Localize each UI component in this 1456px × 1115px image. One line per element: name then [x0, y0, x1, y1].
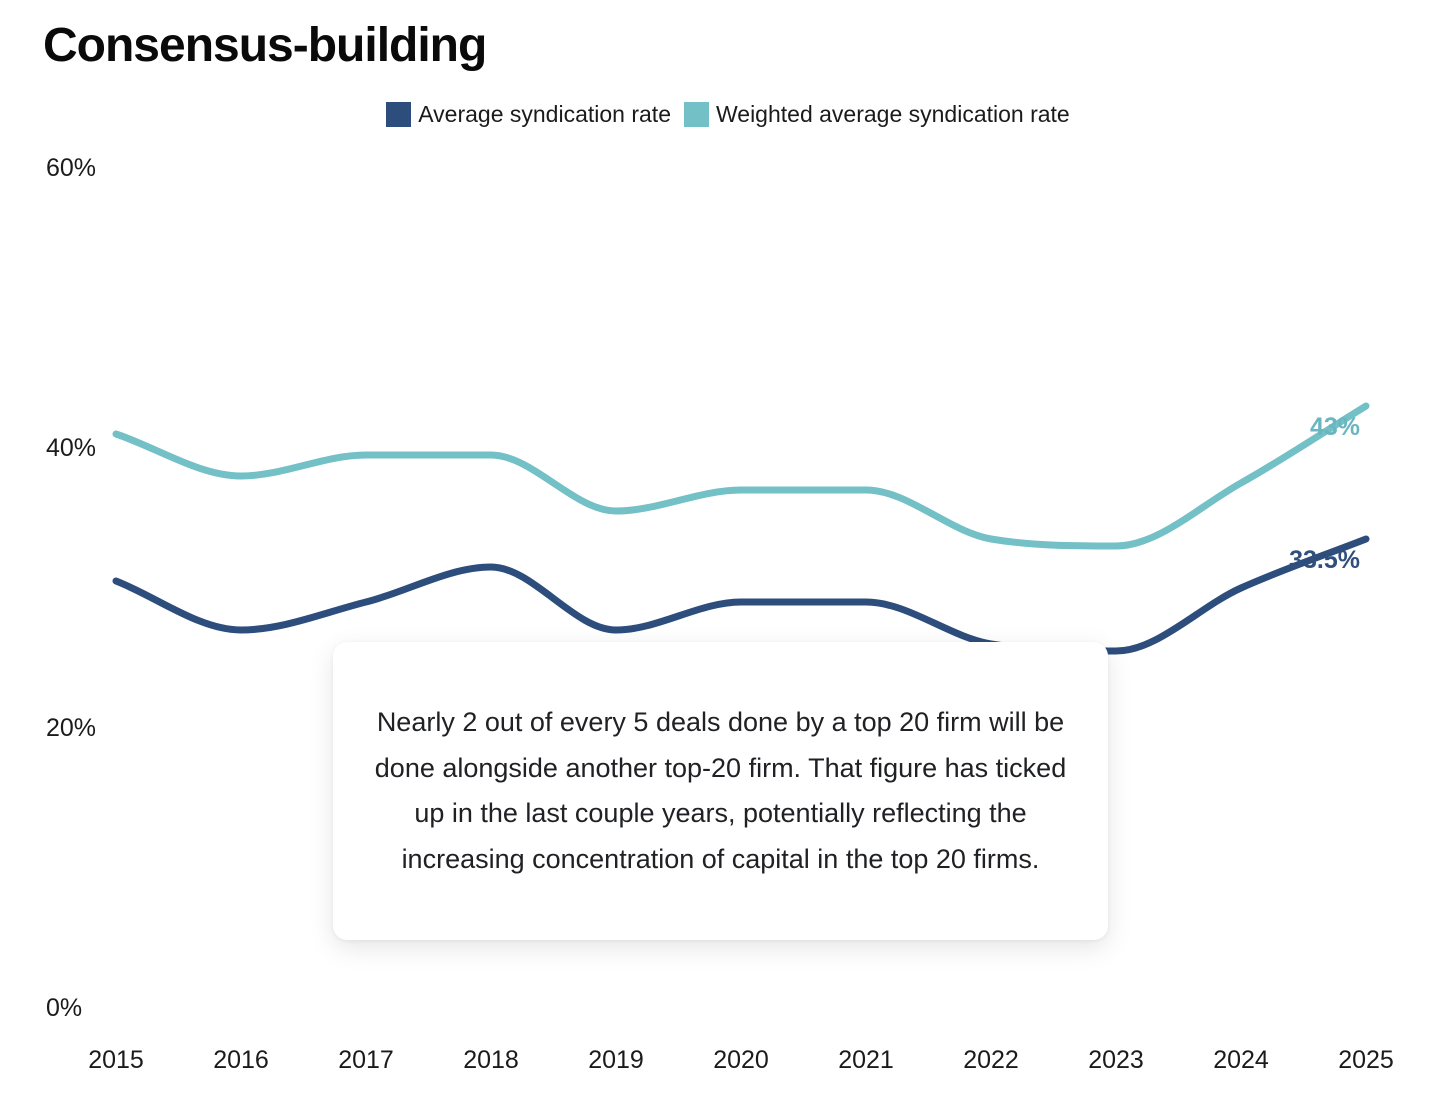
chart-title: Consensus-building [43, 19, 487, 72]
y-tick-label: 40% [46, 434, 97, 462]
x-tick-label: 2018 [463, 1046, 519, 1074]
legend-swatch-weighted [683, 102, 709, 127]
legend-swatch-average [386, 102, 412, 127]
annotation-callout: Nearly 2 out of every 5 deals done by a … [333, 642, 1108, 940]
legend-label-weighted: Weighted average syndication rate [715, 101, 1070, 127]
y-tick-label: 20% [46, 714, 97, 742]
legend: Average syndication rate Weighted averag… [0, 101, 1456, 128]
x-tick-label: 2022 [963, 1046, 1019, 1074]
legend-item-average: Average syndication rate [386, 101, 671, 128]
x-tick-label: 2016 [213, 1046, 269, 1074]
x-tick-label: 2015 [88, 1046, 144, 1074]
legend-label-average: Average syndication rate [418, 101, 671, 127]
y-tick-label: 0% [46, 994, 83, 1022]
x-tick-label: 2025 [1338, 1046, 1394, 1074]
series-line-0 [112, 535, 1370, 655]
y-tick-label: 60% [46, 154, 97, 182]
legend-item-weighted: Weighted average syndication rate [683, 101, 1070, 128]
series-end-label-0: 33.5% [1289, 546, 1360, 574]
x-tick-label: 2024 [1213, 1046, 1269, 1074]
series-end-label-1: 43% [1309, 413, 1360, 441]
x-tick-label: 2021 [838, 1046, 894, 1074]
x-tick-label: 2020 [713, 1046, 769, 1074]
series-line-1 [112, 402, 1370, 550]
x-tick-label: 2023 [1088, 1046, 1144, 1074]
x-tick-label: 2017 [338, 1046, 394, 1074]
annotation-text: Nearly 2 out of every 5 deals done by a … [374, 707, 1067, 874]
x-tick-label: 2019 [588, 1046, 644, 1074]
